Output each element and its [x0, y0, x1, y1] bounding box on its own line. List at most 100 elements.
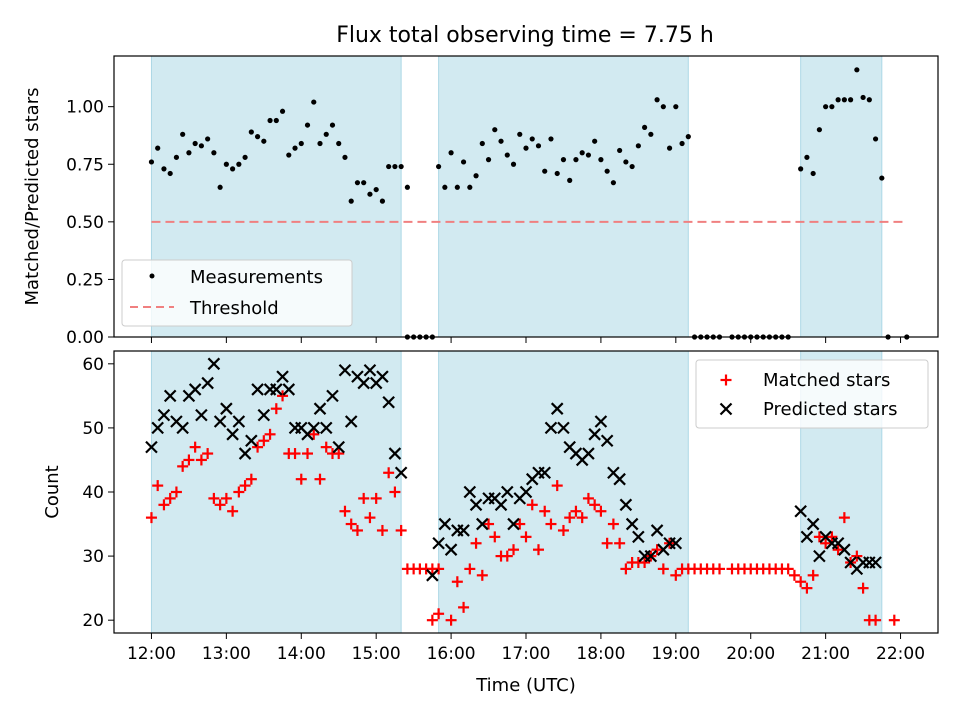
matched-star-point: [183, 454, 195, 466]
matched-star-point: [458, 601, 470, 613]
matched-star-point: [220, 492, 232, 504]
measurement-point: [617, 147, 623, 154]
legend-plus-glyph: [720, 374, 732, 386]
predicted-star-point: [669, 536, 683, 550]
matched-star-point: [164, 492, 176, 504]
x-tick-label: 22:00: [876, 644, 925, 664]
x-tick-label: 16:00: [427, 644, 476, 664]
matched-star-point: [239, 480, 251, 492]
measurement-point: [854, 67, 860, 73]
x-axis-label: Time (UTC): [475, 675, 576, 696]
measurement-point: [279, 108, 286, 114]
predicted-star-point: [213, 415, 227, 428]
observing-window: [150, 350, 402, 634]
legend-matched-label: Matched stars: [763, 370, 890, 391]
measurement-point: [373, 186, 379, 193]
measurement-point: [835, 97, 841, 103]
y-tick-label: 1.00: [66, 98, 104, 118]
matched-star-point: [295, 473, 307, 485]
matched-star-point: [589, 499, 601, 511]
measurement-point: [604, 168, 610, 174]
predicted-star-point: [376, 370, 389, 383]
measurement-point: [548, 136, 554, 142]
measurement-point: [386, 163, 392, 170]
predicted-star-point: [145, 440, 158, 454]
matched-star-point: [376, 524, 388, 536]
predicted-star-point: [251, 383, 264, 396]
matched-star-point: [302, 448, 314, 460]
legend-measurements-label: Measurements: [190, 267, 323, 288]
predicted-star-point: [632, 530, 645, 544]
predicted-star-point: [357, 376, 370, 390]
matched-star-point: [177, 460, 189, 472]
predicted-star-point: [201, 376, 214, 390]
measurement-point: [323, 131, 329, 137]
predicted-star-point: [232, 415, 246, 428]
matched-star-point: [545, 518, 557, 530]
matched-star-point: [670, 569, 682, 581]
predicted-stars-points: [145, 357, 882, 582]
predicted-star-point: [476, 517, 489, 531]
measurement-point: [629, 163, 635, 170]
matched-star-point: [451, 576, 463, 588]
measurement-point: [542, 168, 548, 174]
matched-star-point: [576, 512, 588, 524]
count-legend-box: [695, 359, 929, 429]
measurement-point: [823, 104, 829, 110]
legend-x-glyph: [719, 402, 733, 416]
y-tick-label: 0.00: [66, 328, 104, 348]
measurement-point: [635, 143, 641, 149]
matched-star-point: [501, 550, 513, 562]
matched-star-point: [252, 441, 264, 453]
matched-star-point: [838, 512, 850, 524]
legend-matched-marker: [720, 374, 732, 386]
measurement-point: [467, 184, 473, 190]
matched-star-point: [227, 505, 239, 517]
measurement-point: [642, 124, 648, 131]
predicted-star-point: [582, 447, 595, 460]
predicted-star-point: [469, 498, 483, 512]
measurement-point: [598, 157, 604, 163]
measurement-point: [498, 138, 504, 144]
matched-star-point: [358, 492, 370, 504]
measurement-point: [448, 150, 454, 156]
predicted-star-point: [544, 421, 558, 435]
predicted-star-point: [276, 370, 289, 383]
measurement-point: [679, 140, 685, 147]
measurement-point: [866, 97, 872, 103]
matched-star-point: [795, 576, 807, 588]
predicted-star-point: [457, 524, 470, 537]
measurement-point: [623, 159, 629, 165]
y-tick-label: 20: [82, 611, 104, 631]
matched-star-point: [195, 454, 207, 466]
measurement-point: [404, 184, 410, 190]
observing-window: [438, 350, 689, 634]
measurement-point: [872, 136, 879, 142]
measurement-point: [292, 145, 298, 151]
matched-star-point: [614, 537, 626, 549]
chart-title: Flux total observing time = 7.75 h: [336, 23, 714, 48]
x-tick-label: 12:00: [127, 644, 176, 664]
predicted-star-point: [238, 447, 252, 460]
measurement-point: [510, 161, 517, 167]
count-x-axis-ticks: 12:00 13:00 14:00 15:00 16:00 17:00 18:00 19:00…: [127, 633, 925, 664]
matched-star-point: [314, 473, 326, 485]
count-y-axis-ticks: 20 30 40 50 60: [82, 355, 114, 631]
matched-star-point: [258, 435, 270, 447]
ratio-panel: 0.00 0.25 0.50 0.75 1.00 Matched/Predicted s…: [22, 55, 939, 348]
matched-star-point: [657, 563, 669, 575]
measurement-point: [848, 97, 854, 103]
measurement-point: [442, 184, 448, 190]
predicted-star-point: [538, 466, 552, 480]
matched-star-point: [514, 518, 526, 530]
matched-stars-points: [145, 390, 900, 626]
matched-star-point: [145, 512, 157, 524]
predicted-star-point: [282, 383, 296, 396]
y-tick-label: 60: [82, 355, 104, 375]
measurement-point: [161, 166, 167, 172]
measurement-point: [579, 150, 585, 156]
predicted-star-point: [600, 434, 614, 448]
predicted-star-point: [650, 524, 664, 537]
legend-predicted-marker: [719, 402, 733, 416]
